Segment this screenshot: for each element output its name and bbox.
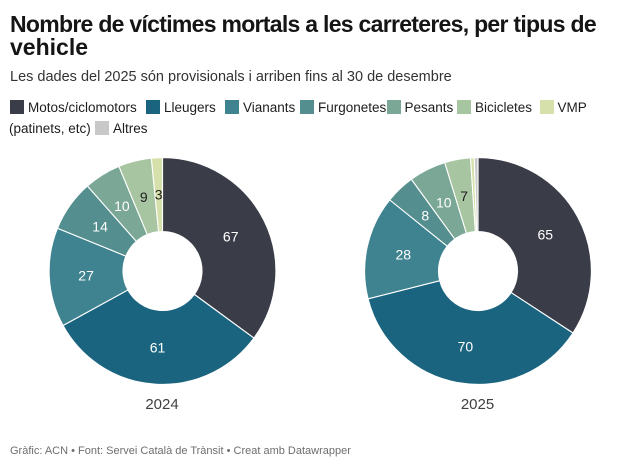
svg-text:8: 8 bbox=[421, 208, 429, 224]
svg-text:61: 61 bbox=[150, 339, 166, 355]
svg-text:14: 14 bbox=[92, 219, 108, 235]
svg-text:67: 67 bbox=[223, 228, 239, 244]
svg-text:10: 10 bbox=[114, 198, 130, 214]
svg-text:28: 28 bbox=[396, 247, 412, 263]
svg-text:27: 27 bbox=[78, 267, 94, 283]
svg-text:9: 9 bbox=[140, 189, 148, 205]
svg-text:70: 70 bbox=[458, 339, 474, 355]
svg-text:65: 65 bbox=[538, 227, 554, 243]
svg-text:7: 7 bbox=[460, 188, 468, 204]
svg-text:10: 10 bbox=[436, 195, 452, 211]
svg-text:3: 3 bbox=[155, 187, 163, 203]
